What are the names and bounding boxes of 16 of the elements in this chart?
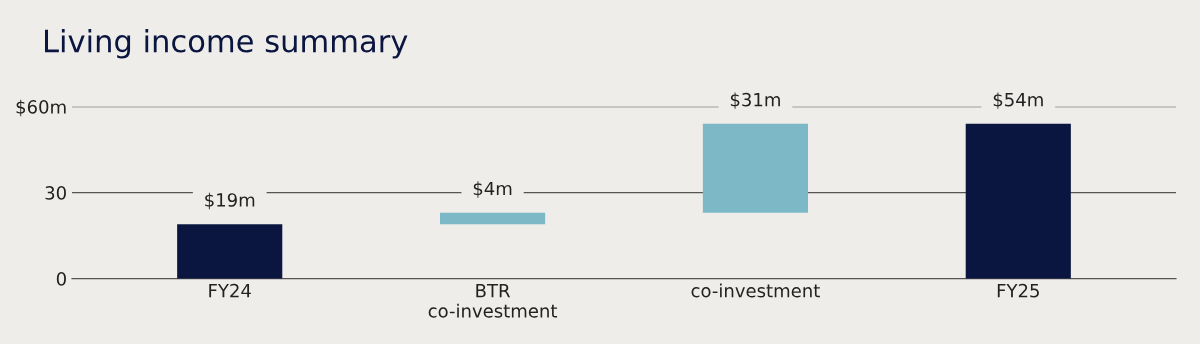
y-tick-label: 30 [45, 186, 66, 200]
data-label: $19m [205, 192, 255, 210]
y-tick-label: $60m [16, 99, 66, 117]
x-tick-label: FY24 [209, 283, 251, 298]
x-tick-label: FY25 [997, 283, 1039, 298]
bar [702, 123, 808, 213]
data-label: $54m [993, 92, 1043, 109]
bar [965, 123, 1071, 279]
chart-title: Living income summary [45, 28, 408, 59]
bar [177, 224, 283, 279]
data-label: $31m [730, 92, 780, 109]
x-tick-label: BTR co-investment [428, 284, 558, 318]
bar [440, 212, 546, 225]
x-tick-label: co-investment [691, 283, 820, 298]
y-tick-label: 0 [56, 272, 66, 286]
data-label: $4m [473, 181, 512, 198]
